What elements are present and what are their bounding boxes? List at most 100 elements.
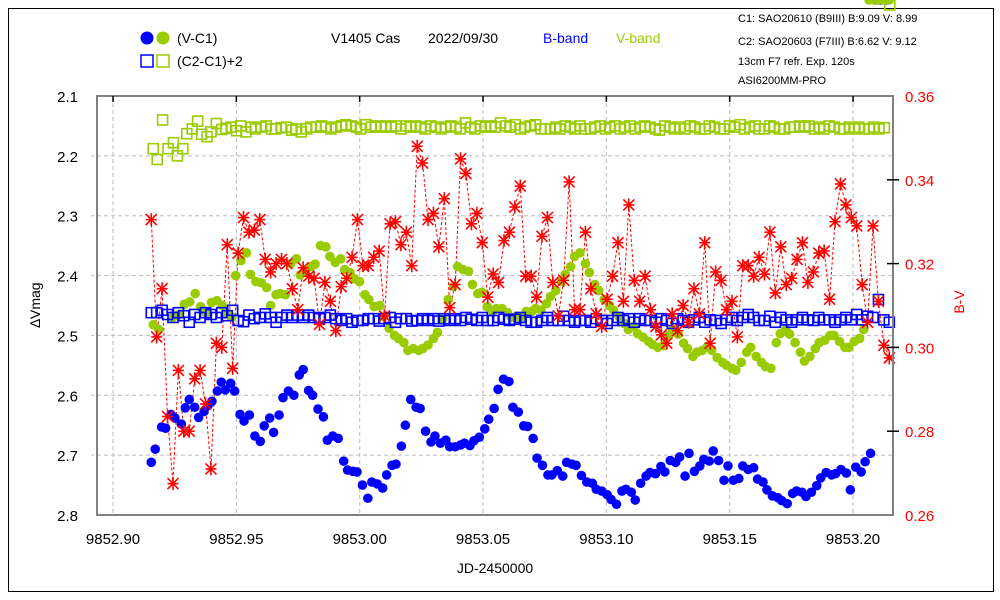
data-point-circle: [719, 475, 729, 486]
x-tick-label: 9852.90: [86, 531, 140, 548]
data-point-asterisk: [427, 206, 440, 220]
data-point-circle: [298, 364, 309, 375]
x-axis-title: JD-2450000: [457, 560, 533, 576]
data-point-asterisk: [595, 319, 608, 333]
data-point-asterisk: [481, 290, 494, 304]
data-point-asterisk: [156, 282, 169, 296]
data-point-circle: [241, 248, 252, 258]
y2-tick-label: 0.28: [905, 424, 934, 441]
data-point-asterisk: [253, 213, 266, 227]
data-point-circle: [479, 424, 490, 434]
data-point-asterisk: [747, 269, 760, 283]
legend-v-square-icon: [156, 54, 170, 68]
data-point-asterisk: [606, 269, 619, 283]
data-point-asterisk: [454, 152, 467, 166]
data-point-asterisk: [172, 363, 185, 377]
data-point-asterisk: [845, 211, 858, 225]
data-point-asterisk: [828, 215, 842, 229]
y2-tick-label: 0.26: [905, 508, 934, 525]
data-point-asterisk: [628, 273, 641, 287]
series-b-v: [145, 139, 896, 491]
x-tick-label: 9853.20: [826, 531, 880, 548]
data-point-asterisk: [492, 275, 505, 289]
y2-tick-label: 0.36: [905, 89, 934, 106]
data-point-circle: [415, 403, 425, 414]
data-point-asterisk: [731, 330, 744, 344]
data-point-circle: [220, 385, 231, 395]
data-point-asterisk: [698, 236, 711, 250]
data-point-asterisk: [573, 303, 587, 317]
data-point-square: [177, 142, 189, 155]
legend-b-square-icon: [140, 54, 154, 68]
data-point-asterisk: [861, 315, 874, 329]
data-point-circle: [477, 287, 487, 298]
data-point-asterisk: [340, 271, 353, 285]
data-point-asterisk: [329, 324, 342, 338]
data-point-asterisk: [166, 477, 180, 491]
data-point-asterisk: [704, 336, 717, 350]
data-point-circle: [684, 448, 694, 459]
legend-label-c2-c1: (C2-C1)+2: [177, 53, 243, 69]
data-point-circle: [537, 460, 548, 471]
series-b-v-c1: [146, 0, 891, 510]
data-point-square: [883, 0, 896, 11]
data-point-circle: [318, 412, 329, 422]
data-point-asterisk: [530, 290, 543, 304]
data-point-asterisk: [362, 259, 375, 273]
data-point-circle: [565, 261, 576, 272]
data-point-circle: [680, 471, 690, 481]
data-point-asterisk: [677, 299, 690, 312]
observation-date: 2022/09/30: [428, 30, 498, 46]
data-point-asterisk: [416, 156, 429, 170]
data-point-asterisk: [259, 252, 272, 266]
data-point-asterisk: [264, 265, 277, 279]
y2-tick-label: 0.32: [905, 257, 934, 274]
data-point-asterisk: [796, 236, 809, 250]
band-label-v: V-band: [616, 30, 660, 46]
y-tick-label: 2.4: [57, 269, 78, 286]
data-point-circle: [782, 498, 792, 509]
data-point-circle: [474, 432, 485, 442]
data-point-circle: [381, 470, 392, 480]
data-point-circle: [352, 467, 362, 477]
data-point-circle: [396, 441, 407, 451]
data-point-circle: [420, 426, 431, 437]
data-point-asterisk: [351, 213, 364, 227]
data-point-asterisk: [563, 175, 576, 189]
data-point-circle: [274, 410, 284, 420]
data-point-asterisk: [204, 462, 218, 476]
chart-title: V1405 Cas: [331, 30, 400, 46]
data-point-circle: [291, 254, 302, 264]
x-tick-label: 9853.00: [333, 531, 387, 548]
y-tick-label: 2.1: [57, 89, 78, 106]
data-point-asterisk: [633, 294, 646, 308]
data-point-circle: [423, 340, 433, 350]
data-point-asterisk: [476, 236, 489, 250]
data-point-asterisk: [389, 215, 402, 229]
data-point-circle: [784, 329, 795, 340]
data-point-circle: [313, 404, 323, 414]
legend-v-circle-icon: [156, 31, 170, 45]
data-point-asterisk: [318, 275, 331, 289]
data-point-asterisk: [682, 315, 695, 329]
data-point-asterisk: [443, 301, 456, 315]
data-point-circle: [357, 480, 368, 490]
data-point-asterisk: [785, 271, 798, 285]
data-point-circle: [400, 420, 411, 431]
data-point-asterisk: [655, 328, 668, 342]
y-tick-label: 2.8: [57, 508, 78, 525]
data-point-circle: [682, 343, 693, 354]
data-point-asterisk: [774, 240, 787, 254]
data-point-asterisk: [579, 225, 592, 239]
y2-tick-label: 0.30: [905, 340, 934, 357]
data-point-asterisk: [856, 278, 869, 292]
data-point-circle: [626, 487, 637, 498]
y-tick-label: 2.5: [57, 328, 78, 345]
data-point-circle: [580, 258, 591, 269]
data-point-asterisk: [715, 273, 728, 287]
data-point-circle: [430, 431, 440, 441]
y2-axis-title: B-V: [951, 290, 967, 314]
data-point-asterisk: [405, 259, 418, 273]
data-point-circle: [806, 487, 817, 498]
data-point-circle: [557, 471, 568, 481]
